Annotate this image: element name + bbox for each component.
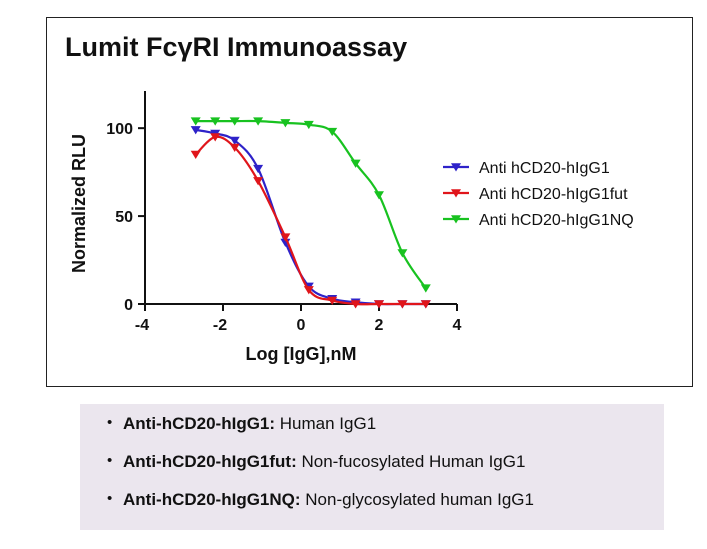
data-point [280,119,291,128]
data-point [350,159,361,168]
x-tick-label: -4 [135,317,149,334]
chart-title: Lumit FcγRI Immunoassay [65,32,408,62]
note-item: • Anti-hCD20-hIgG1fut: Non-fucosylated Hu… [107,452,526,472]
note-term: Anti-hCD20-hIgG1fut: [123,452,297,471]
note-description: Human IgG1 [275,414,377,433]
legend-marker [451,163,461,172]
series-line [194,135,426,306]
data-point [229,117,240,126]
data-point [303,286,314,295]
legend-label: Anti hCD20-hIgG1fut [479,186,628,203]
data-point [280,233,291,242]
x-tick-label: 0 [297,317,306,334]
note-term: Anti-hCD20-hIgG1NQ: [123,490,301,509]
note-description: Non-fucosylated Human IgG1 [296,452,526,471]
data-point [397,300,408,309]
data-point [253,164,264,174]
data-point [210,117,221,126]
note-description: Non-glycosylated human IgG1 [300,490,534,509]
legend-marker [451,189,461,198]
x-tick-label: -2 [213,317,227,334]
data-point [253,117,264,126]
data-point [229,136,240,145]
data-point [190,150,201,160]
data-point [210,133,221,142]
x-tick-label: 2 [375,317,384,334]
series-line [195,119,427,289]
data-point [374,191,384,200]
y-tick-label: 0 [124,297,133,314]
data-point [374,300,384,309]
chart-frame: Lumit FcγRI Immunoassay 0 50 100 -4 -2 0 2 4 Log… [46,17,693,387]
note-term: Anti-hCD20-hIgG1: [123,414,276,433]
data-point [229,143,240,153]
data-point [303,120,314,130]
bullet: • [107,452,113,469]
y-tick-label: 100 [106,121,133,138]
y-tick-label: 50 [115,209,133,226]
data-point [327,296,338,305]
bullet: • [107,414,113,431]
data-point [327,127,338,137]
plot-area: 0 50 100 -4 -2 0 2 4 Log [IgG],nM Normalized RLU A… [69,91,634,364]
data-point [350,300,361,309]
notes-box: • Anti-hCD20-hIgG1: Human IgG1 • Anti-hCD2… [80,404,664,530]
legend-label: Anti hCD20-hIgG1NQ [479,212,634,229]
series-line [195,128,426,306]
data-point [420,300,431,309]
bullet: • [107,490,113,507]
data-point [397,249,408,258]
legend-label: Anti hCD20-hIgG1 [479,160,610,177]
note-item: • Anti-hCD20-hIgG1: Human IgG1 [107,414,377,434]
data-point [253,177,264,186]
x-tick-label: 4 [453,317,462,334]
data-point [190,126,201,135]
data-point [190,117,201,126]
note-item: • Anti-hCD20-hIgG1NQ: Non-glycosylated hu… [107,490,534,510]
x-axis-label: Log [IgG],nM [246,344,357,364]
y-axis-label: Normalized RLU [69,134,89,273]
legend-marker [451,215,461,224]
data-point [420,284,431,293]
